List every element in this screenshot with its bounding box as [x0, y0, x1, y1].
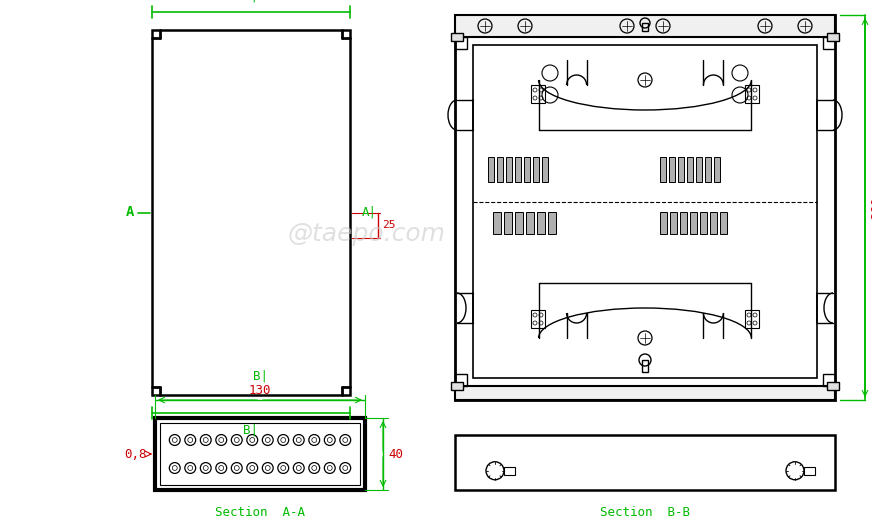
Bar: [714, 157, 720, 182]
Bar: [455, 37, 467, 49]
Bar: [473, 45, 817, 378]
Bar: [493, 211, 501, 234]
Bar: [160, 423, 360, 485]
Bar: [678, 157, 684, 182]
Bar: [660, 157, 666, 182]
Text: B|: B|: [243, 423, 258, 436]
Bar: [455, 386, 835, 400]
Bar: [488, 157, 494, 182]
Bar: [504, 467, 515, 475]
Bar: [504, 211, 512, 234]
Text: Section  B-B: Section B-B: [600, 506, 690, 519]
Bar: [451, 33, 463, 41]
Bar: [700, 211, 707, 234]
Text: 25: 25: [382, 219, 396, 229]
Bar: [506, 157, 512, 182]
Bar: [687, 157, 693, 182]
Bar: [642, 23, 648, 31]
Bar: [823, 374, 835, 386]
Bar: [526, 211, 534, 234]
Bar: [524, 157, 530, 182]
Text: @taepo.com: @taepo.com: [287, 221, 446, 246]
Bar: [531, 310, 545, 328]
Bar: [548, 211, 556, 234]
Bar: [660, 211, 667, 234]
Bar: [720, 211, 727, 234]
Text: A|: A|: [362, 206, 377, 219]
Bar: [455, 435, 835, 490]
Bar: [515, 157, 521, 182]
Bar: [745, 85, 759, 103]
Text: 130: 130: [249, 384, 271, 397]
Bar: [455, 15, 835, 37]
Bar: [537, 211, 545, 234]
Bar: [533, 157, 539, 182]
Text: 0,8: 0,8: [125, 448, 147, 460]
Text: 40: 40: [388, 448, 403, 460]
Text: Section  A-A: Section A-A: [215, 506, 305, 519]
Bar: [515, 211, 523, 234]
Bar: [804, 467, 815, 475]
Bar: [669, 157, 675, 182]
Bar: [696, 157, 702, 182]
Bar: [642, 360, 648, 372]
Bar: [827, 382, 839, 390]
Bar: [497, 157, 503, 182]
Text: A: A: [126, 205, 134, 219]
Text: B|: B|: [243, 0, 258, 2]
Bar: [705, 157, 711, 182]
Bar: [451, 382, 463, 390]
Bar: [531, 85, 545, 103]
Bar: [710, 211, 717, 234]
Bar: [690, 211, 697, 234]
Bar: [155, 418, 365, 490]
Bar: [152, 30, 350, 395]
Bar: [827, 33, 839, 41]
Bar: [745, 310, 759, 328]
Bar: [823, 37, 835, 49]
Bar: [455, 15, 835, 400]
Text: 260: 260: [870, 196, 872, 219]
Text: B|: B|: [253, 369, 268, 382]
Bar: [455, 374, 467, 386]
Bar: [542, 157, 548, 182]
Bar: [680, 211, 687, 234]
Bar: [670, 211, 677, 234]
